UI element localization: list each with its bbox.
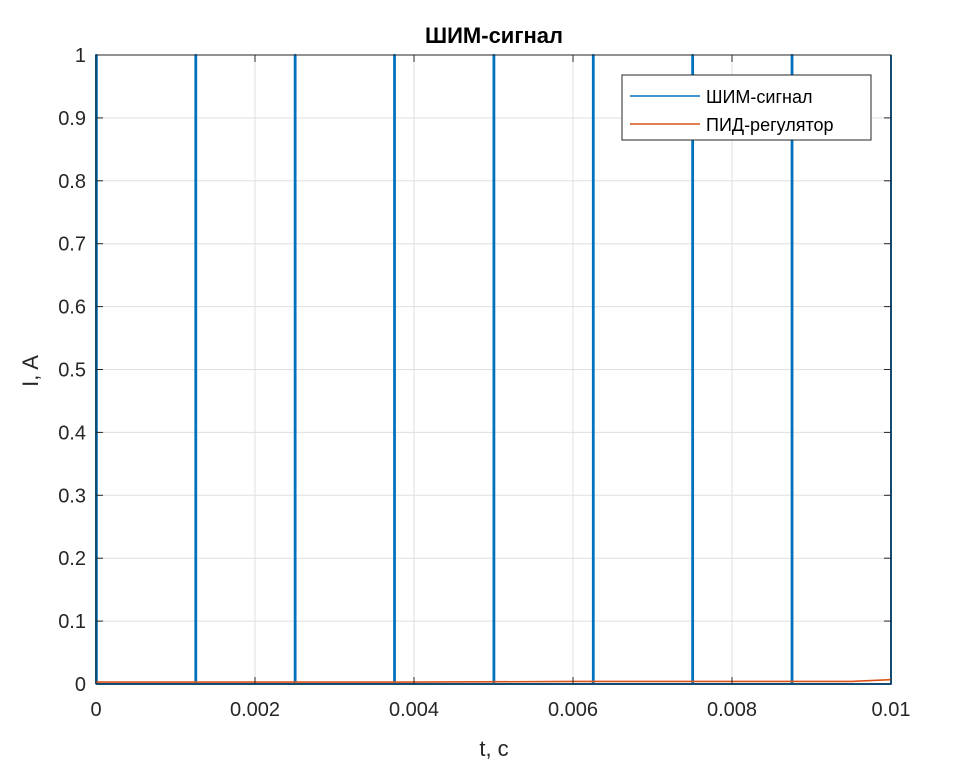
x-axis-label: t, c [479, 736, 508, 761]
y-axis-label: I, A [18, 355, 43, 387]
chart-title: ШИМ-сигнал [425, 23, 563, 48]
y-tick-label: 0.6 [58, 297, 86, 319]
legend: ШИМ-сигнал ПИД-регулятор [621, 74, 872, 141]
y-tick-label: 0.7 [58, 234, 86, 256]
x-tick-label: 0.01 [872, 699, 911, 721]
tick-labels: 0 0.002 0.004 0.006 0.008 0.01 0 0.1 0.2 0.3 0.4 0.… [58, 45, 910, 721]
x-tick-label: 0.002 [230, 699, 280, 721]
y-tick-label: 0 [75, 674, 86, 696]
y-tick-label: 0.8 [58, 171, 86, 193]
y-tick-label: 0.4 [58, 422, 86, 444]
y-tick-label: 0.2 [58, 548, 86, 570]
x-tick-label: 0 [90, 699, 101, 721]
axes [95, 54, 892, 685]
legend-label-pwm: ШИМ-сигнал [706, 87, 813, 107]
y-tick-label: 0.3 [58, 485, 86, 507]
x-tick-label: 0.006 [548, 699, 598, 721]
x-tick-label: 0.004 [389, 699, 439, 721]
x-tick-label: 0.008 [707, 699, 757, 721]
y-tick-label: 0.1 [58, 611, 86, 633]
y-tick-label: 0.5 [58, 360, 86, 382]
y-tick-label: 0.9 [58, 108, 86, 130]
legend-box [621, 74, 872, 141]
y-tick-label: 1 [75, 45, 86, 67]
legend-label-pid: ПИД-регулятор [706, 115, 834, 135]
